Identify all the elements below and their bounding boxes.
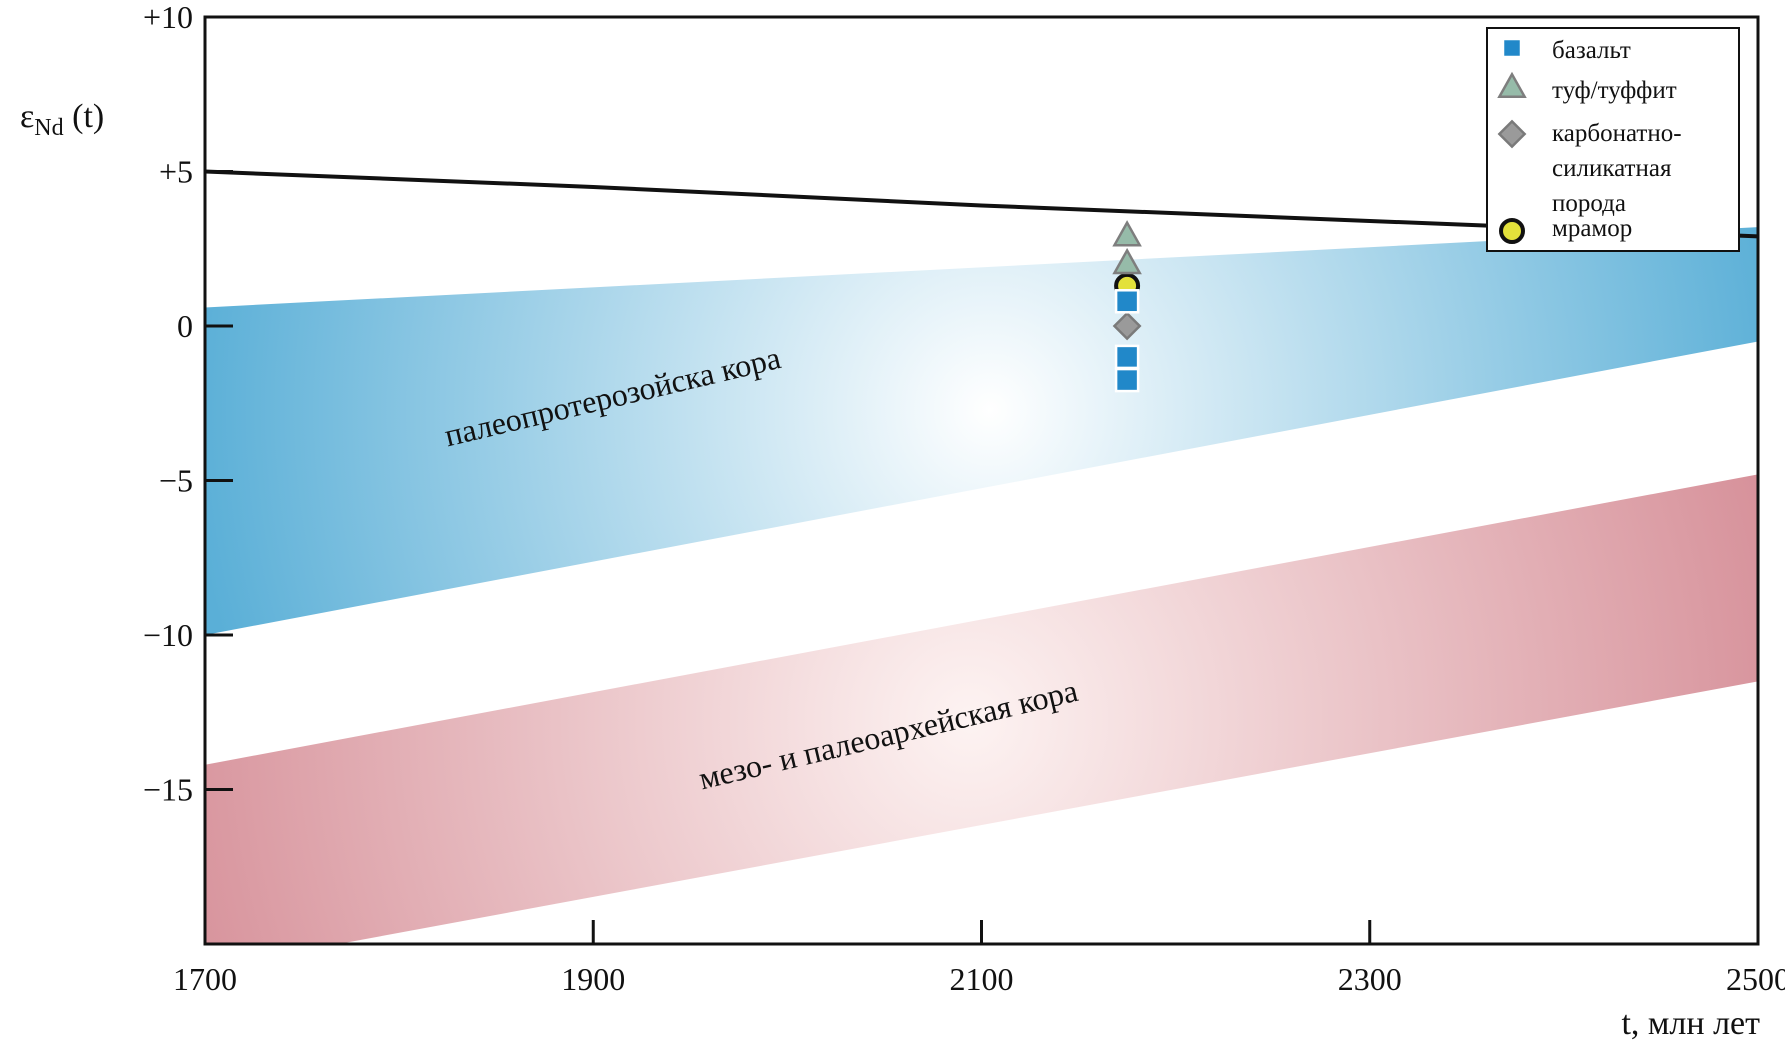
y-tick-label: +5 (159, 154, 193, 190)
legend: базальт туф/туффит карбонатно-силикатная по… (1486, 27, 1740, 252)
y-tick-label: +10 (143, 0, 193, 35)
y-tick-label: −5 (159, 463, 193, 499)
legend-marker-circle (1499, 218, 1525, 244)
point-square-2 (1114, 344, 1140, 370)
y-tick-label: 0 (177, 308, 193, 344)
legend-label: базальт (1552, 37, 1631, 64)
legend-marker-triangle (1497, 71, 1527, 99)
x-tick-label: 2100 (950, 961, 1014, 997)
legend-label: силикатная (1552, 155, 1672, 182)
legend-label: мрамор (1552, 215, 1632, 242)
archean-crust-band (205, 474, 1758, 944)
x-tick-label: 2300 (1338, 961, 1402, 997)
x-tick-label: 2500 (1726, 961, 1785, 997)
axes: 1700 1900 2100 2300 2500 +10 +5 0 −5 −10 −15 (143, 0, 1785, 997)
y-tick-label: −15 (143, 772, 193, 808)
legend-label: карбонатно- (1552, 120, 1682, 147)
point-diamond-1 (1112, 311, 1142, 341)
point-triangle-1 (1112, 220, 1142, 247)
x-tick-label: 1700 (173, 961, 237, 997)
point-square-1 (1114, 289, 1140, 314)
legend-box (1486, 27, 1740, 252)
legend-label: туф/туффит (1552, 77, 1677, 104)
paleoproterozoic-crust-band (205, 227, 1758, 635)
x-tick-label: 1900 (561, 961, 625, 997)
y-axis-title: εNd (t) (20, 98, 104, 141)
point-square-3 (1114, 367, 1140, 393)
data-points (1112, 220, 1142, 393)
x-axis-title: t, млн лет (1621, 1005, 1760, 1040)
legend-marker-square (1501, 37, 1523, 59)
legend-marker-diamond (1497, 119, 1527, 149)
point-triangle-2 (1112, 247, 1142, 275)
legend-label: порода (1552, 190, 1626, 217)
crust-bands (205, 227, 1758, 944)
y-tick-label: −10 (143, 617, 193, 653)
